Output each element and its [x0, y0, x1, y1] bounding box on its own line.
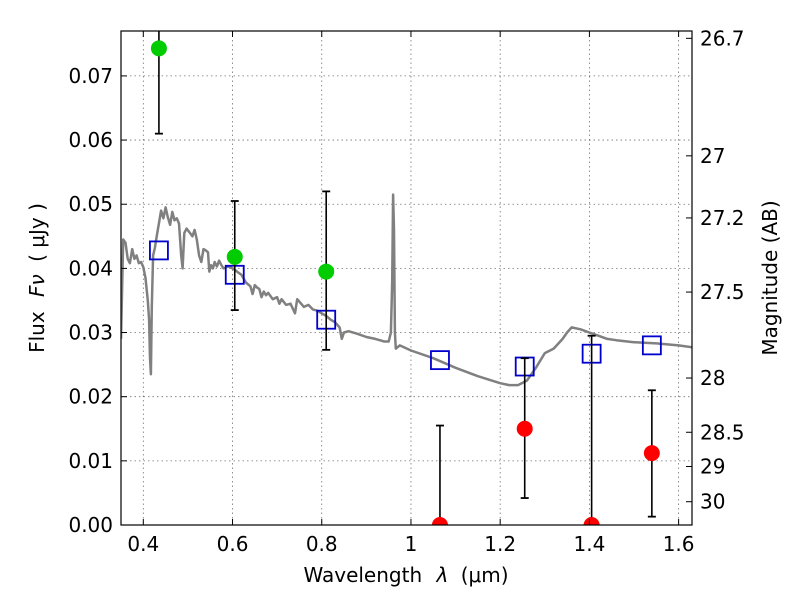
x-axis-label: Wavelength λ (μm) [303, 563, 508, 587]
y-tick-label: 0.04 [68, 256, 113, 280]
y-tick-label: 0.05 [68, 192, 113, 216]
y2-tick-label: 30 [700, 490, 725, 514]
y-tick-label: 0.01 [68, 449, 113, 473]
y2-tick-label: 26.7 [700, 26, 745, 50]
y2-tick-label: 27 [700, 144, 725, 168]
y2-tick-label: 29 [700, 454, 725, 478]
spectrum-line [121, 193, 692, 387]
y2-tick-label: 27.2 [700, 206, 745, 230]
y-tick-label: 0.00 [68, 513, 113, 537]
y-axis-unit: ( μJy ) [25, 203, 49, 262]
model-square-marker [430, 350, 450, 371]
x-tick-label: 1.6 [663, 532, 695, 556]
upper-limit-marker [516, 420, 533, 437]
y-tick-label: 0.06 [68, 128, 113, 152]
y-axis-label: Flux Fν ( μJy ) [25, 203, 49, 353]
x-axis-label-text: Wavelength [303, 563, 422, 587]
upper-limit-marker [431, 517, 448, 525]
x-axis-unit: (μm) [461, 563, 509, 587]
x-tick-label: 0.6 [217, 532, 249, 556]
detection-marker [150, 40, 167, 57]
plot-frame [120, 30, 693, 526]
detection-marker [226, 248, 243, 265]
axes: 0.4 0.6 0.8 1 1.2 1.4 1.6 0.00 0.01 0.02 0.03 0.04 0… [68, 26, 744, 556]
y-tick-label: 0.03 [68, 321, 113, 345]
model-square-marker [641, 335, 662, 356]
y-tick-label: 0.07 [68, 64, 113, 88]
plot-area [121, 31, 692, 525]
y2-tick-label: 27.5 [700, 280, 745, 304]
y-axis-symbol: Fν [25, 274, 49, 297]
y2-tick-label: 28 [700, 366, 725, 390]
detection-marker [318, 263, 335, 280]
x-axis-symbol: λ [436, 563, 449, 587]
y-axis-label-text: Flux [25, 311, 49, 353]
upper-limit-marker [643, 445, 660, 462]
x-tick-label: 1.2 [484, 532, 516, 556]
upper-limit-marker [583, 517, 600, 525]
x-tick-label: 0.8 [306, 532, 338, 556]
y2-tick-label: 28.5 [700, 420, 745, 444]
model-square-marker [149, 240, 169, 261]
x-tick-label: 1.4 [573, 532, 605, 556]
y2-axis-label: Magnitude (AB) [758, 200, 782, 355]
x-tick-label: 1 [405, 532, 418, 556]
x-tick-label: 0.4 [127, 532, 159, 556]
grid-lines [121, 31, 692, 526]
y-tick-label: 0.02 [68, 385, 113, 409]
